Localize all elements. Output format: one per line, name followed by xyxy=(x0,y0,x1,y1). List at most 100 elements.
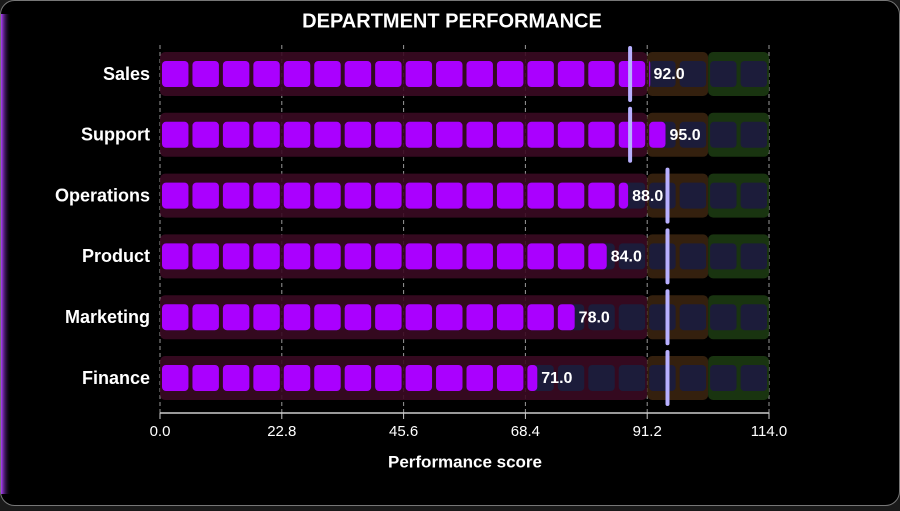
value-cell xyxy=(162,304,189,331)
value-cell xyxy=(527,243,554,270)
value-cell xyxy=(375,365,402,391)
value-cell xyxy=(192,182,219,209)
value-label: 88.0 xyxy=(632,188,663,205)
empty-cell xyxy=(740,243,767,270)
x-tick-label: 114.0 xyxy=(751,423,787,440)
empty-cell xyxy=(679,304,707,331)
value-cell xyxy=(253,61,280,87)
value-cell xyxy=(314,304,341,331)
value-cell xyxy=(436,182,463,209)
value-cell xyxy=(314,182,341,209)
value-cell xyxy=(405,243,433,270)
value-cell xyxy=(405,304,433,331)
chart-title: DEPARTMENT PERFORMANCE xyxy=(302,10,602,32)
value-cell xyxy=(344,121,372,148)
value-cell xyxy=(344,243,372,270)
empty-cell xyxy=(679,61,707,87)
value-cell xyxy=(527,365,538,391)
empty-cell xyxy=(588,304,615,331)
value-cell xyxy=(496,304,524,331)
value-cell xyxy=(192,61,219,87)
value-cell xyxy=(283,182,311,209)
empty-cell xyxy=(710,121,737,148)
value-cell xyxy=(222,61,250,87)
range-band xyxy=(160,295,648,340)
value-cell xyxy=(496,243,524,270)
empty-cell xyxy=(710,365,737,391)
value-cell xyxy=(192,365,219,391)
empty-cell xyxy=(679,182,707,209)
category-label: Operations xyxy=(55,185,150,205)
value-cell xyxy=(496,182,524,209)
value-cell xyxy=(222,365,250,391)
range-band xyxy=(160,52,648,96)
value-cell xyxy=(588,121,615,148)
value-label: 71.0 xyxy=(541,370,572,387)
category-label: Marketing xyxy=(65,307,150,327)
empty-cell xyxy=(557,365,585,391)
value-cell xyxy=(344,365,372,391)
value-cell xyxy=(466,61,493,87)
value-cell xyxy=(557,182,585,209)
value-cell xyxy=(253,243,280,270)
empty-cell xyxy=(740,182,767,209)
value-cell xyxy=(192,121,219,148)
value-cell xyxy=(314,61,341,87)
empty-cell xyxy=(710,61,737,87)
range-band xyxy=(160,173,648,218)
value-cell xyxy=(253,182,280,209)
value-cell xyxy=(283,61,311,87)
value-cell xyxy=(162,243,189,270)
range-band xyxy=(160,112,648,157)
empty-cell xyxy=(679,365,707,391)
value-cell xyxy=(314,365,341,391)
empty-cell xyxy=(649,304,676,331)
value-cell xyxy=(314,121,341,148)
value-cell xyxy=(162,182,189,209)
value-cell xyxy=(436,365,463,391)
value-cell xyxy=(436,304,463,331)
category-label: Support xyxy=(81,125,150,145)
value-cell xyxy=(496,121,524,148)
value-cell xyxy=(283,304,311,331)
value-cell xyxy=(649,61,651,87)
range-band xyxy=(160,356,648,400)
value-cell xyxy=(405,61,433,87)
value-cell xyxy=(588,243,607,270)
x-tick-label: 68.4 xyxy=(511,423,540,440)
value-cell xyxy=(405,121,433,148)
value-cell xyxy=(436,121,463,148)
empty-cell xyxy=(618,365,646,391)
value-cell xyxy=(588,182,615,209)
value-cell xyxy=(375,121,402,148)
value-label: 84.0 xyxy=(611,249,642,266)
category-label: Finance xyxy=(82,368,150,388)
value-cell xyxy=(344,61,372,87)
value-cell xyxy=(527,182,554,209)
value-cell xyxy=(222,304,250,331)
value-cell xyxy=(557,243,585,270)
value-cell xyxy=(253,304,280,331)
x-tick-label: 0.0 xyxy=(150,423,171,440)
value-cell xyxy=(375,61,402,87)
value-cell xyxy=(192,304,219,331)
value-cell xyxy=(527,304,554,331)
empty-cell xyxy=(710,304,737,331)
value-cell xyxy=(618,182,629,209)
value-label: 95.0 xyxy=(670,127,701,144)
range-band xyxy=(160,234,648,279)
empty-cell xyxy=(649,365,676,391)
category-label: Sales xyxy=(103,64,150,84)
value-cell xyxy=(466,365,493,391)
value-cell xyxy=(436,243,463,270)
empty-cell xyxy=(679,121,707,148)
x-axis-title: Performance score xyxy=(388,452,542,471)
value-cell xyxy=(466,121,493,148)
value-cell xyxy=(283,121,311,148)
empty-cell xyxy=(740,365,767,391)
empty-cell xyxy=(649,243,676,270)
empty-cell xyxy=(649,61,676,87)
value-cell xyxy=(405,365,433,391)
empty-cell xyxy=(618,243,646,270)
